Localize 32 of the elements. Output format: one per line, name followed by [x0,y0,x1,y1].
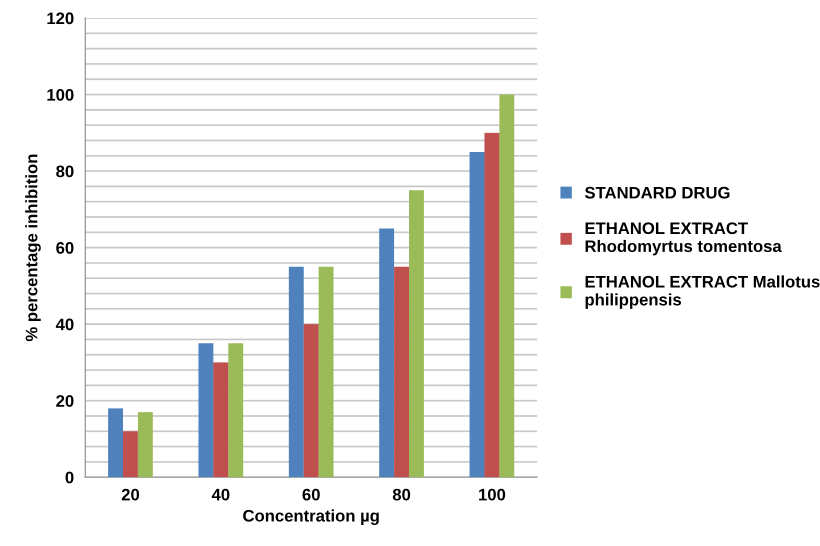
bar [318,266,334,478]
legend-label: ETHANOL EXTRACT Rhodomyrtus tomentosa [586,222,782,256]
y-tick-label: 40 [56,318,74,330]
bar [394,266,410,478]
y-tick-label: 100 [47,88,74,101]
y-tick-label: 0 [66,472,74,484]
bar [379,228,394,478]
bar [288,266,304,478]
y-tick-label: 60 [56,242,74,254]
y-tick-label: 80 [56,165,74,178]
bar [108,408,124,478]
y-axis-title: % percentage inhibition [25,154,41,342]
x-tick-label: 100 [479,488,506,501]
legend-label: ETHANOL EXTRACT Mallotus philippensis [586,275,820,309]
bar [123,431,138,478]
y-tick-label: 120 [47,12,74,24]
legend-label: STANDARD DRUG [584,186,730,199]
bar [484,132,500,478]
x-tick-label: 20 [122,488,140,501]
bar [409,190,424,478]
x-tick-label: 80 [392,488,410,501]
bar [228,343,244,478]
bar [470,152,484,478]
bar [213,362,228,478]
bar [198,343,214,478]
bar [304,324,319,478]
bar [499,94,514,478]
x-axis-title: Concentration µg [243,509,379,526]
x-tick-label: 40 [212,488,230,501]
x-tick-label: 60 [302,488,320,501]
bar [138,412,153,478]
y-tick-label: 20 [56,395,74,407]
